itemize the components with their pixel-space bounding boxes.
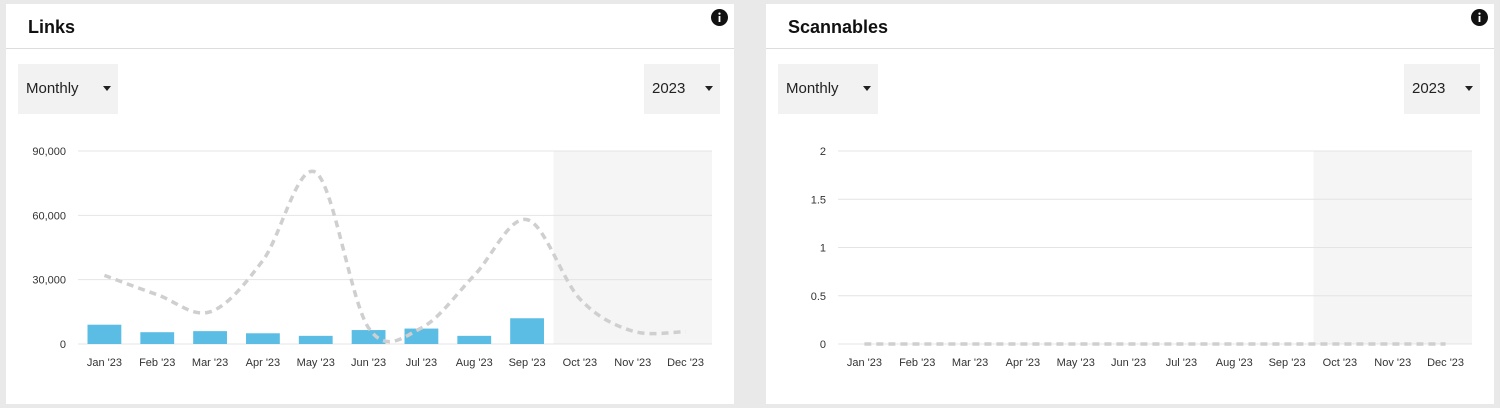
caret-down-icon [1465, 86, 1473, 91]
x-tick-label: Sep '23 [1269, 357, 1306, 369]
caret-down-icon [705, 86, 713, 91]
x-tick-label: Oct '23 [1323, 357, 1358, 369]
trend-line [103, 169, 686, 344]
year-dropdown[interactable]: 2023 [644, 64, 720, 114]
y-tick-label: 1.5 [811, 194, 826, 206]
bar[interactable] [404, 328, 439, 344]
year-dropdown-value: 2023 [652, 80, 686, 97]
x-tick-label: Jun '23 [1111, 357, 1146, 369]
x-tick-label: Aug '23 [456, 357, 493, 369]
header-divider [6, 48, 734, 49]
future-period-shade [553, 151, 712, 344]
x-tick-label: Nov '23 [1374, 357, 1411, 369]
bar[interactable] [351, 330, 386, 344]
x-tick-label: Apr '23 [246, 357, 281, 369]
x-tick-label: Jan '23 [87, 357, 122, 369]
x-tick-label: Mar '23 [192, 357, 228, 369]
year-dropdown[interactable]: 2023 [1404, 64, 1480, 114]
scannables-chart: 0 0.5 1 1.5 2 Jan '23 Feb '23 Mar '23 Apr '23 May… [811, 146, 1472, 369]
bar[interactable] [298, 335, 333, 344]
x-tick-label: Apr '23 [1006, 357, 1041, 369]
bar[interactable] [510, 318, 544, 344]
y-tick-label: 30,000 [32, 275, 66, 287]
x-tick-label: Jul '23 [1166, 357, 1197, 369]
x-tick-label: Nov '23 [614, 357, 651, 369]
header-divider [766, 48, 1494, 49]
y-tick-label: 90,000 [32, 146, 66, 158]
bar[interactable] [457, 335, 492, 344]
links-card: Links Monthly 2023 0 30,000 60,000 90,000 Ja… [6, 4, 734, 404]
x-tick-label: Sep '23 [509, 357, 546, 369]
bar[interactable] [140, 332, 175, 344]
period-dropdown[interactable]: Monthly [778, 64, 878, 114]
info-icon[interactable] [1471, 9, 1488, 26]
x-tick-label: Oct '23 [563, 357, 598, 369]
x-tick-label: Jul '23 [406, 357, 437, 369]
y-tick-label: 0 [820, 339, 826, 351]
links-chart: 0 30,000 60,000 90,000 Jan '23 Feb '23 Mar '23… [32, 146, 712, 369]
period-dropdown[interactable]: Monthly [18, 64, 118, 114]
info-icon[interactable] [711, 9, 728, 26]
x-tick-label: May '23 [1057, 357, 1095, 369]
x-tick-label: May '23 [297, 357, 335, 369]
bar[interactable] [246, 333, 280, 344]
caret-down-icon [863, 86, 871, 91]
x-tick-label: Jan '23 [847, 357, 882, 369]
y-tick-label: 0.5 [811, 291, 826, 303]
y-tick-label: 60,000 [32, 210, 66, 222]
scannables-card: Scannables Monthly 2023 0 0.5 1 1.5 2 Jan '23… [766, 4, 1494, 404]
x-tick-label: Jun '23 [351, 357, 386, 369]
bar[interactable] [193, 331, 227, 344]
y-tick-label: 0 [60, 339, 66, 351]
year-dropdown-value: 2023 [1412, 80, 1446, 97]
x-tick-label: Dec '23 [1427, 357, 1464, 369]
x-tick-label: Aug '23 [1216, 357, 1253, 369]
y-tick-label: 2 [820, 146, 826, 158]
x-tick-label: Dec '23 [667, 357, 704, 369]
card-title: Links [28, 17, 76, 37]
card-title: Scannables [788, 17, 889, 37]
bar[interactable] [87, 324, 122, 344]
x-tick-label: Feb '23 [139, 357, 175, 369]
y-tick-label: 1 [820, 243, 826, 255]
x-tick-label: Mar '23 [952, 357, 988, 369]
period-dropdown-value: Monthly [26, 80, 79, 97]
period-dropdown-value: Monthly [786, 80, 839, 97]
x-tick-label: Feb '23 [899, 357, 935, 369]
caret-down-icon [103, 86, 111, 91]
